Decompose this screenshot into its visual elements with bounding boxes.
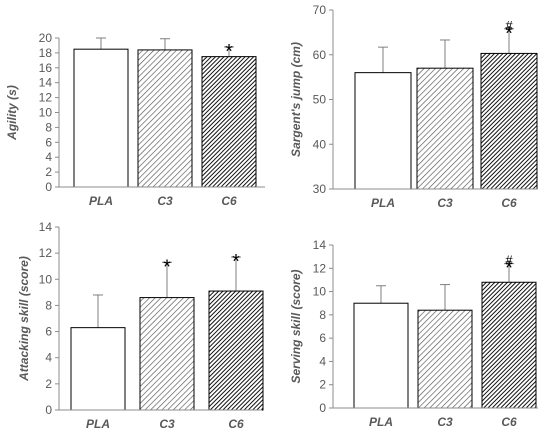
significance-star: * — [163, 256, 171, 278]
chart-panel-3: 0 2 4 6 8 10 12 14 Attacking skill (score) PLA C3 C… — [17, 220, 264, 431]
significance-hash: # — [505, 253, 513, 268]
y-tick-label: 30 — [313, 182, 327, 196]
bar-c3 — [417, 309, 473, 409]
category-label: PLA — [369, 415, 393, 429]
y-tick-label: 14 — [39, 76, 53, 90]
y-axis-label: Serving skill (score) — [289, 269, 303, 383]
y-tick-label: 10 — [313, 285, 327, 299]
y-axis-label: Agility (s) — [5, 85, 19, 141]
y-tick-label: 14 — [39, 220, 53, 234]
y-tick-label: 2 — [45, 377, 52, 391]
bar-pla — [353, 302, 409, 409]
y-axis-label: Sargent's jump (cm) — [289, 42, 303, 157]
y-tick-label: 4 — [45, 150, 52, 164]
bar-c6 — [480, 52, 538, 190]
category-label: PLA — [371, 196, 395, 210]
y-tick-label: 10 — [39, 272, 53, 286]
y-tick-label: 2 — [45, 165, 52, 179]
bar-c3 — [139, 297, 195, 411]
significance-star: * — [232, 251, 240, 273]
y-tick-label: 40 — [313, 137, 327, 151]
category-label: C6 — [228, 417, 244, 431]
y-tick-label: 6 — [45, 325, 52, 339]
significance-star: * — [505, 258, 513, 280]
category-label: C6 — [221, 194, 237, 208]
y-tick-label: 10 — [39, 106, 53, 120]
y-tick-label: 70 — [313, 3, 327, 17]
bar-c3 — [137, 49, 193, 188]
y-tick-label: 8 — [45, 298, 52, 312]
y-axis-label: Attacking skill (score) — [17, 256, 31, 382]
significance-star: * — [225, 41, 233, 63]
y-tick-label: 8 — [45, 120, 52, 134]
bar-pla — [73, 48, 129, 188]
y-tick-label: 0 — [45, 403, 52, 417]
category-label: C3 — [157, 194, 173, 208]
bar-c6 — [208, 290, 264, 411]
y-tick-label: 0 — [319, 401, 326, 415]
bar-c3 — [416, 67, 474, 190]
category-label: C6 — [501, 196, 517, 210]
category-label: C3 — [437, 415, 453, 429]
chart-panel-2: 30 40 50 60 70 Sargent's jump (cm) PLA C3 C6 *# — [289, 3, 538, 210]
y-tick-label: 4 — [45, 351, 52, 365]
y-tick-label: 12 — [39, 246, 53, 260]
y-tick-label: 14 — [313, 238, 327, 252]
y-tick-label: 20 — [39, 31, 53, 45]
significance-hash: # — [505, 18, 513, 33]
y-tick-label: 50 — [313, 93, 327, 107]
category-label: PLA — [86, 417, 110, 431]
y-tick-label: 2 — [319, 378, 326, 392]
y-tick-label: 12 — [313, 261, 327, 275]
y-tick-label: 60 — [313, 48, 327, 62]
category-label: C3 — [159, 417, 175, 431]
y-tick-label: 4 — [319, 354, 326, 368]
bar-pla — [70, 327, 126, 411]
bar-c6 — [201, 56, 257, 188]
category-label: C3 — [437, 196, 453, 210]
category-label: PLA — [89, 194, 113, 208]
y-tick-label: 0 — [45, 180, 52, 194]
chart-panel-4: 0 2 4 6 8 10 12 14 Serving skill (score) PLA C3 C6 *… — [289, 238, 538, 429]
category-label: C6 — [501, 415, 517, 429]
y-tick-label: 6 — [45, 135, 52, 149]
bar-pla — [354, 72, 412, 190]
y-tick-label: 18 — [39, 46, 53, 60]
y-tick-label: 6 — [319, 331, 326, 345]
y-tick-label: 8 — [319, 308, 326, 322]
y-tick-label: 16 — [39, 61, 53, 75]
significance-star: * — [505, 23, 513, 45]
bar-c6 — [481, 281, 537, 409]
y-tick-label: 12 — [39, 91, 53, 105]
